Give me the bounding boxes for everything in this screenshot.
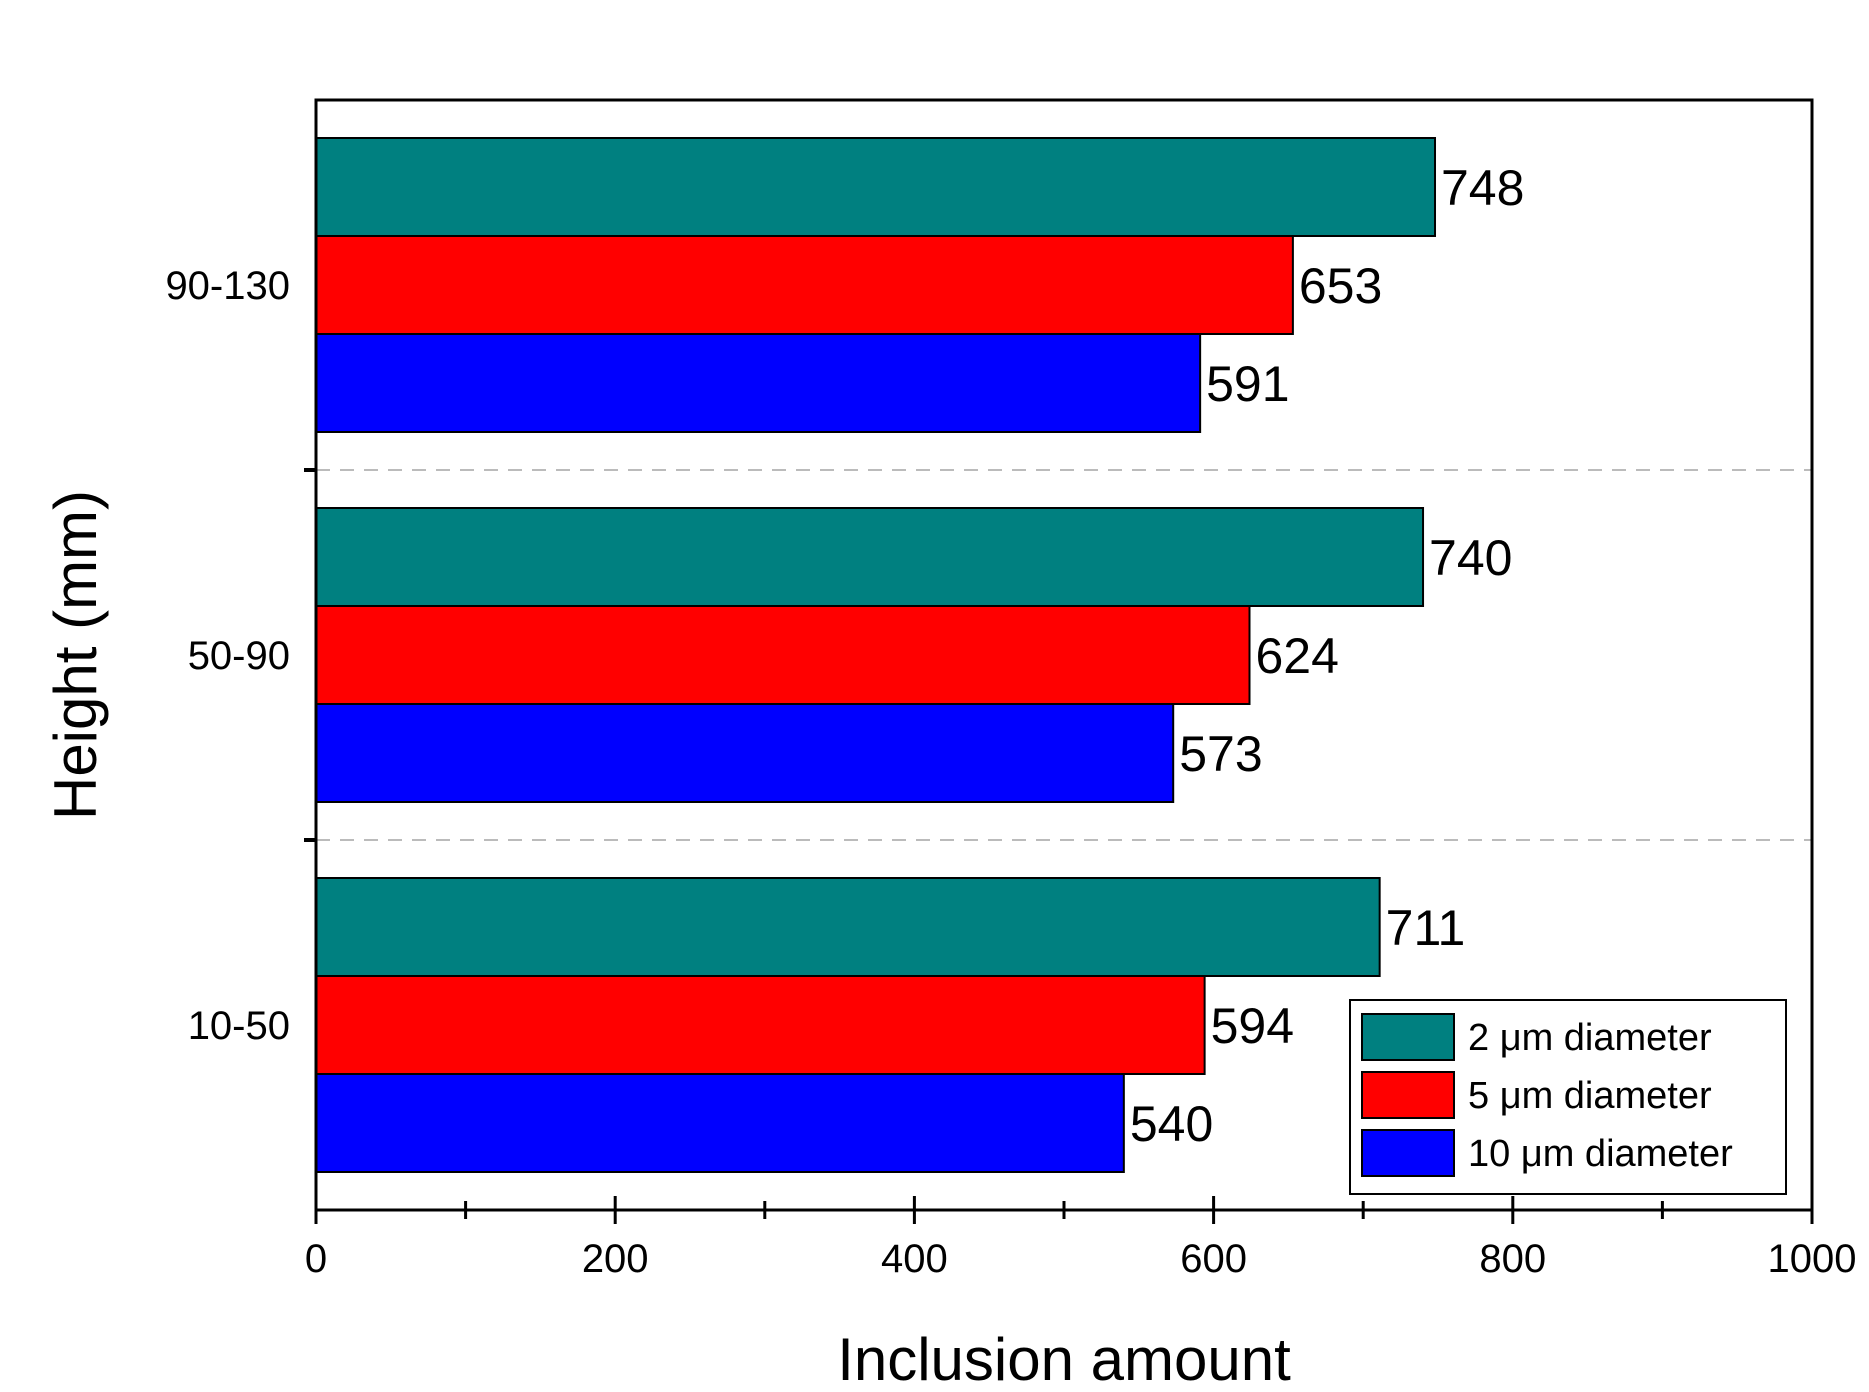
value-label-50-90-series-0: 740 xyxy=(1429,530,1512,586)
y-tick-label-10-50: 10-50 xyxy=(188,1004,290,1048)
bar-50-90-series-2 xyxy=(315,703,1175,803)
bar-10-50-series-0 xyxy=(315,877,1381,977)
bar-10-50-series-1 xyxy=(315,975,1206,1075)
value-label-90-130-series-2: 591 xyxy=(1206,356,1289,412)
value-label-10-50-series-0: 711 xyxy=(1386,900,1466,956)
x-tick-label-800: 800 xyxy=(1479,1237,1546,1281)
x-tick-label-600: 600 xyxy=(1180,1237,1247,1281)
x-tick-label-1000: 1000 xyxy=(1768,1237,1857,1281)
value-label-90-130-series-1: 653 xyxy=(1299,258,1382,314)
value-label-10-50-series-1: 594 xyxy=(1211,998,1294,1054)
x-tick-label-400: 400 xyxy=(881,1237,948,1281)
value-label-50-90-series-1: 624 xyxy=(1256,628,1339,684)
y-axis: 10-50 50-90 90-130 xyxy=(165,264,316,1048)
x-axis-title: Inclusion amount xyxy=(837,1326,1291,1392)
x-tick-label-200: 200 xyxy=(582,1237,649,1281)
bar-50-90-series-1 xyxy=(315,605,1251,705)
legend-swatch-0 xyxy=(1361,1013,1455,1061)
legend-label-1: 5 μm diameter xyxy=(1468,1075,1712,1117)
x-axis: 0 200 400 600 800 1000 xyxy=(305,1196,1857,1281)
legend-label-0: 2 μm diameter xyxy=(1468,1017,1712,1059)
y-tick-label-90-130: 90-130 xyxy=(165,264,290,308)
bar-10-50-series-2 xyxy=(315,1073,1125,1173)
value-label-90-130-series-0: 748 xyxy=(1441,160,1524,216)
bar-50-90-series-0 xyxy=(315,507,1425,607)
x-tick-label-0: 0 xyxy=(305,1237,327,1281)
value-label-10-50-series-2: 540 xyxy=(1130,1096,1213,1152)
category-separators xyxy=(316,469,1812,841)
y-tick-label-50-90: 50-90 xyxy=(188,634,290,678)
bar-90-130-series-1 xyxy=(315,235,1294,335)
bars-group xyxy=(315,137,1437,1173)
legend-label-2: 10 μm diameter xyxy=(1468,1133,1733,1175)
bar-90-130-series-0 xyxy=(315,137,1437,237)
bar-90-130-series-2 xyxy=(315,333,1202,433)
legend-swatch-2 xyxy=(1361,1129,1455,1177)
value-label-50-90-series-2: 573 xyxy=(1179,726,1262,782)
legend: 2 μm diameter 5 μm diameter 10 μm diameter xyxy=(1349,999,1787,1195)
legend-swatch-1 xyxy=(1361,1071,1455,1119)
y-axis-title: Height (mm) xyxy=(42,490,109,820)
